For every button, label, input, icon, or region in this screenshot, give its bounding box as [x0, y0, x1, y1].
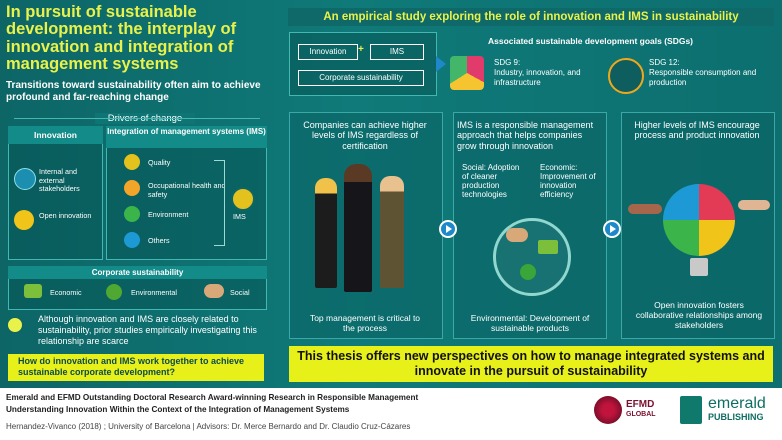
flow-innovation: Innovation [298, 44, 358, 60]
ims-item-environment: Environment [148, 210, 189, 219]
emerald-logo-icon [680, 396, 702, 424]
drivers-divider [14, 118, 260, 119]
corporate-item-economic: Economic [50, 288, 82, 297]
flow-arrow [436, 56, 446, 72]
conclusion-banner: This thesis offers new perspectives on h… [289, 346, 773, 382]
flow-box [289, 32, 437, 96]
emerald-logo-text: emerald PUBLISHING [708, 396, 766, 424]
corporate-item-social: Social [230, 288, 250, 297]
next-arrow-2 [603, 220, 621, 238]
finding-2-title: IMS is a responsible management approach… [457, 120, 594, 151]
innovation-box [8, 126, 103, 260]
research-question: How do innovation and IMS work together … [8, 354, 264, 381]
emerald-publishing: PUBLISHING [708, 412, 764, 422]
ims-item-quality: Quality [148, 158, 171, 167]
hands-reaching-icon-right [738, 200, 770, 210]
gap-text: Although innovation and IMS are closely … [38, 314, 257, 346]
efmd-logo-text: EFMD GLOBAL [626, 400, 656, 419]
finding-2-economic: Economic: Improvement of innovation effi… [540, 163, 596, 199]
ims-gear-icon [231, 187, 255, 211]
stakeholders-icon [14, 168, 36, 190]
corporate-header: Corporate sustainability [8, 266, 267, 279]
corporate-item-environmental: Environmental [131, 288, 177, 297]
businessman-figure-center [344, 164, 372, 292]
finding-3-title: Higher levels of IMS encourage process a… [634, 120, 760, 141]
sprout-icon [520, 264, 536, 280]
handshake-icon [204, 284, 224, 298]
efmd-global: GLOBAL [626, 411, 656, 418]
money-icon [24, 284, 42, 298]
innovation-item-open: Open innovation [39, 211, 92, 220]
ims-item-others: Others [148, 236, 170, 245]
sdg12-title: SDG 12: [649, 58, 680, 67]
finding-1-title: Companies can achieve higher levels of I… [303, 120, 427, 151]
gears-icon [124, 232, 140, 248]
study-title: An empirical study exploring the role of… [288, 8, 774, 26]
sdg9-title: SDG 9: [494, 58, 521, 67]
ims-item-ohs: Occupational health and safety [148, 181, 226, 199]
page-subtitle: Transitions toward sustainability often … [6, 80, 261, 103]
puzzle-lightbulb-icon [663, 184, 735, 256]
businessman-figure-right [380, 176, 404, 288]
sdg-heading: Associated sustainable development goals… [488, 36, 694, 46]
finding-2-environmental: Environmental: Development of sustainabl… [470, 313, 590, 333]
flow-plus: + [358, 44, 364, 55]
sdg12-text: Responsible consumption and production [649, 68, 757, 87]
cash-icon [538, 240, 558, 254]
ims-header: Integration of management systems (IMS) [106, 126, 267, 148]
ims-bracket [214, 160, 225, 246]
finding-1-caption: Top management is critical to the proces… [309, 313, 421, 333]
footer-credits-line: Hernandez-Vivanco (2018) ; University of… [6, 422, 411, 431]
businesswoman-figure [315, 178, 337, 288]
flow-corporate: Corporate sustainability [298, 70, 424, 86]
finding-2-social: Social: Adoption of cleaner production t… [462, 163, 520, 199]
emerald-name: emerald [708, 395, 766, 412]
innovation-header: Innovation [8, 126, 103, 144]
magnifier-icon [6, 316, 24, 334]
innovation-item-stakeholders: Internal and external stakeholders [39, 167, 80, 194]
page-title: In pursuit of sustainable development: t… [6, 3, 237, 73]
lightbulb-icon [14, 210, 34, 230]
plant-icon [106, 284, 122, 300]
ims-result-label: IMS [233, 212, 246, 221]
flow-ims: IMS [370, 44, 424, 60]
footer-title-line: Understanding Innovation Within the Cont… [6, 405, 350, 414]
quality-icon [124, 154, 140, 170]
efmd-name: EFMD [626, 399, 655, 410]
cycle-circle-icon [493, 218, 571, 296]
sdg9-text: Industry, innovation, and infrastructure [494, 68, 581, 87]
footer-award-line: Emerald and EFMD Outstanding Doctoral Re… [6, 393, 419, 402]
hands-reaching-icon [628, 204, 662, 214]
sdg12-infinity-icon [608, 58, 644, 94]
bulb-base-icon [690, 258, 708, 276]
next-arrow-1 [439, 220, 457, 238]
efmd-logo-icon [594, 396, 622, 424]
sdg9-cubes-icon [450, 56, 484, 90]
helmet-icon [124, 180, 140, 196]
globe-icon [124, 206, 140, 222]
finding-3-caption: Open innovation fosters collaborative re… [635, 300, 763, 331]
hands-icon [506, 228, 528, 242]
